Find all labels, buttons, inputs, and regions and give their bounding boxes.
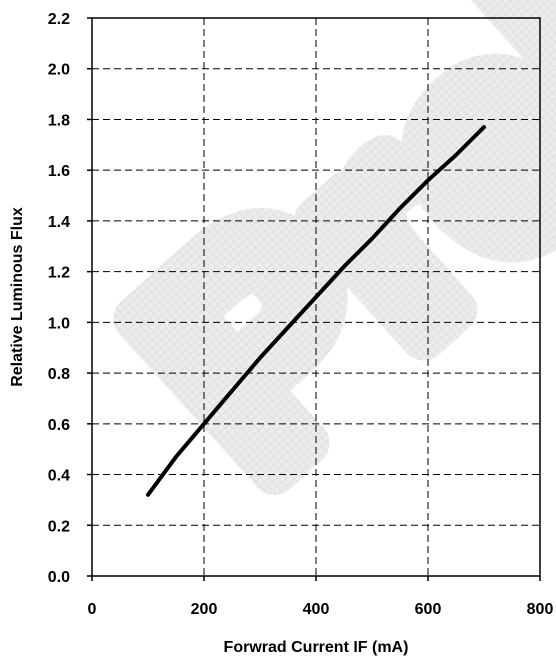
y-tick-label: 1.4 [48,214,70,231]
y-axis-title: Relative Luminous Flux [9,207,26,387]
y-tick-labels: 0.0 0.2 0.4 0.6 0.8 1.0 1.2 1.4 1.6 1.8 2.0 2.2 [48,11,70,586]
y-tick-label: 1.0 [48,315,70,332]
y-tick-label: 0.4 [48,468,70,485]
x-tick-label: 0 [88,601,97,618]
watermark-text: Preli [78,0,556,533]
x-axis-title: Forwrad Current IF (mA) [224,639,409,656]
y-tick-label: 0.2 [48,518,70,535]
y-tick-label: 1.6 [48,163,70,180]
x-tick-label: 200 [191,601,218,618]
y-tick-label: 1.2 [48,265,70,282]
x-tick-label: 800 [527,601,554,618]
x-tick-label: 400 [303,601,330,618]
x-tick-label: 600 [415,601,442,618]
tick-marks [87,17,541,581]
y-tick-label: 2.0 [48,62,70,79]
series-group [146,125,486,497]
watermark: Preli [55,0,556,556]
y-tick-label: 0.8 [48,366,70,383]
grid-lines [92,18,540,576]
series-line [146,125,486,497]
y-tick-label: 0.0 [48,569,70,586]
x-tick-labels: 0 200 400 600 800 [88,601,554,618]
y-tick-label: 0.6 [48,417,70,434]
y-tick-label: 2.2 [48,11,70,28]
y-tick-label: 1.8 [48,112,70,129]
